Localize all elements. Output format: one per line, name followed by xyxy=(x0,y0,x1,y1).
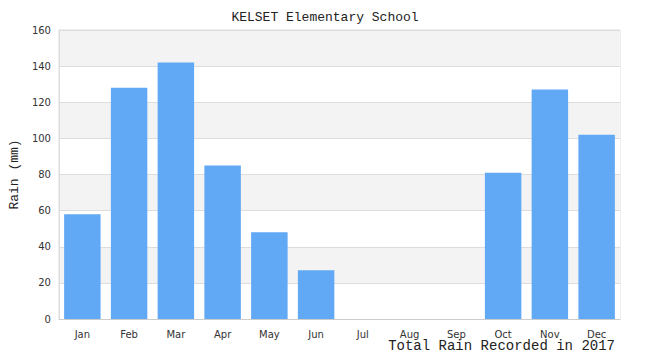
svg-text:Total Rain Recorded in 2017: Total Rain Recorded in 2017 xyxy=(388,338,615,354)
svg-text:20: 20 xyxy=(38,277,51,288)
svg-text:KELSET Elementary School: KELSET Elementary School xyxy=(231,10,418,25)
svg-text:160: 160 xyxy=(32,25,51,36)
svg-text:40: 40 xyxy=(38,241,51,252)
svg-text:100: 100 xyxy=(32,133,51,144)
svg-text:120: 120 xyxy=(32,97,51,108)
svg-text:Mar: Mar xyxy=(166,329,186,340)
svg-text:Dec: Dec xyxy=(586,328,607,340)
svg-text:60: 60 xyxy=(38,205,51,216)
svg-text:140: 140 xyxy=(32,61,51,72)
svg-text:Oct: Oct xyxy=(494,328,512,340)
svg-text:80: 80 xyxy=(38,169,51,180)
svg-text:Apr: Apr xyxy=(214,329,232,340)
svg-text:May: May xyxy=(259,329,280,340)
svg-text:Jun: Jun xyxy=(307,329,324,340)
svg-text:Aug: Aug xyxy=(399,328,420,340)
svg-text:Nov: Nov xyxy=(540,328,560,340)
svg-text:Rain (mm): Rain (mm) xyxy=(7,139,22,209)
svg-text:0: 0 xyxy=(45,314,51,325)
svg-text:Sep: Sep xyxy=(446,328,466,340)
svg-text:Feb: Feb xyxy=(120,329,138,340)
svg-text:Jul: Jul xyxy=(356,329,369,340)
svg-text:Jan: Jan xyxy=(74,329,90,340)
